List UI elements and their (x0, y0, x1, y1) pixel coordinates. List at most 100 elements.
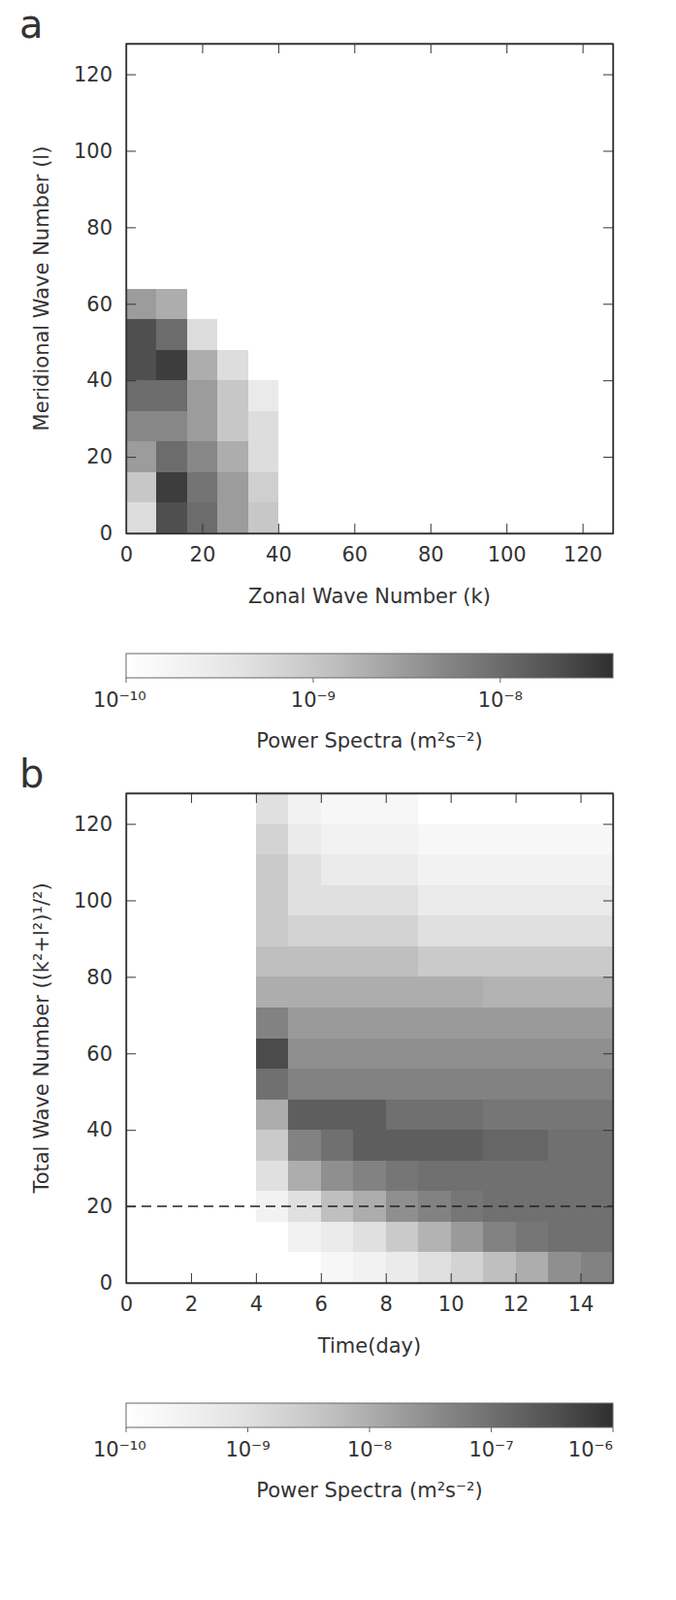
heat-cell (580, 1068, 613, 1100)
heat-cell (288, 915, 321, 947)
tick-label: 12 (503, 1292, 530, 1317)
tick-mark (386, 793, 387, 804)
axis-line (612, 794, 614, 1285)
tick: 40 (86, 368, 136, 392)
heat-cell (482, 1129, 516, 1161)
y-axis-title: Total Wave Number ((k²+l²)¹/²) (30, 882, 54, 1194)
tick: 80 (86, 965, 136, 990)
heat-cell (580, 946, 613, 978)
heat-cell (482, 1222, 516, 1254)
heat-cell (288, 1222, 321, 1254)
tick-label: 40 (86, 368, 113, 392)
heat-cell (353, 854, 386, 886)
heat-cell (450, 915, 483, 947)
heat-cell (418, 1252, 451, 1284)
heat-cell (217, 319, 248, 351)
heat-cell (450, 1007, 483, 1039)
tick: 20 (86, 1194, 136, 1219)
tick: 0 (99, 1271, 136, 1295)
tick-mark (354, 523, 355, 534)
heat-cell (248, 472, 279, 504)
tick-label: 0 (99, 1271, 113, 1295)
heat-cell (353, 915, 386, 947)
heat-cell (386, 946, 419, 978)
heat-cell (321, 1099, 354, 1131)
tick-mark (582, 43, 584, 54)
panel-1: 02468101214020406080100120Time(day)Total… (19, 751, 614, 1503)
tick-label: 4 (250, 1292, 263, 1317)
x-axis-top (127, 43, 614, 54)
heat-cell (353, 1252, 386, 1284)
heat-cell (386, 854, 419, 886)
tick-label: 8 (380, 1292, 393, 1317)
heat-cell (515, 976, 548, 1008)
tick-label: 120 (73, 812, 113, 837)
x-axis-top (127, 793, 614, 804)
tick-mark (126, 380, 136, 382)
tick-mark (256, 793, 258, 804)
heat-cell (418, 1007, 451, 1039)
tick: 40 (86, 1118, 136, 1142)
colorbar-tick (247, 1427, 249, 1433)
tick-mark (580, 793, 582, 804)
heat-cell (288, 1160, 321, 1192)
heat-cell (515, 1038, 548, 1070)
heat-cell (321, 824, 354, 856)
heat-cell (288, 946, 321, 978)
heat-cell (515, 946, 548, 978)
heat-cell (547, 1160, 580, 1192)
tick-mark (126, 1206, 136, 1208)
tick: 2 (185, 1273, 198, 1317)
heat-cell (418, 915, 451, 947)
heat-cell (580, 824, 613, 856)
tick-mark (126, 150, 136, 152)
heat-cell (288, 1007, 321, 1039)
heat-cell (515, 1160, 548, 1192)
heat-cell (386, 793, 419, 825)
y-axis: 020406080100120 (73, 44, 136, 547)
tick-mark (321, 1273, 322, 1284)
tick (386, 793, 387, 804)
heat-cell (321, 1129, 354, 1161)
tick-label: 100 (73, 889, 113, 913)
colorbar (126, 653, 613, 678)
tick-mark (191, 793, 193, 804)
plot-frame (126, 43, 613, 534)
tick-mark (582, 523, 584, 534)
axis-line (127, 533, 614, 535)
tick-label: 60 (341, 543, 368, 567)
heat-cell (482, 946, 516, 978)
tick (603, 456, 613, 458)
colorbar-tick (490, 1427, 492, 1433)
tick-mark (603, 226, 613, 228)
heat-cell (353, 1160, 386, 1192)
tick: 20 (190, 523, 217, 567)
heat-cell (256, 1007, 289, 1039)
heat-cell (450, 946, 483, 978)
tick-mark (430, 523, 432, 534)
heat-cell (547, 793, 580, 825)
tick (603, 1283, 613, 1285)
tick-mark (603, 1129, 613, 1131)
plot-frame (126, 793, 613, 1284)
heat-cell (353, 1099, 386, 1131)
tick (603, 1053, 613, 1055)
tick-mark (126, 976, 136, 978)
heat-cell (288, 1038, 321, 1070)
heat-cell (248, 380, 279, 412)
tick-label: 80 (86, 216, 113, 240)
panel-label: b (19, 751, 44, 797)
tick-mark (126, 1129, 136, 1131)
tick: 14 (568, 1273, 595, 1317)
tick: 120 (73, 812, 136, 837)
colorbar-tick (312, 677, 314, 683)
heat-cell (353, 1007, 386, 1039)
heat-cell (187, 350, 218, 382)
heat-cell (418, 976, 451, 1008)
tick-mark (603, 456, 613, 458)
colorbar-tick (612, 1427, 614, 1433)
tick-label: 6 (315, 1292, 328, 1317)
tick (603, 74, 613, 76)
tick (603, 303, 613, 305)
tick (201, 43, 203, 54)
